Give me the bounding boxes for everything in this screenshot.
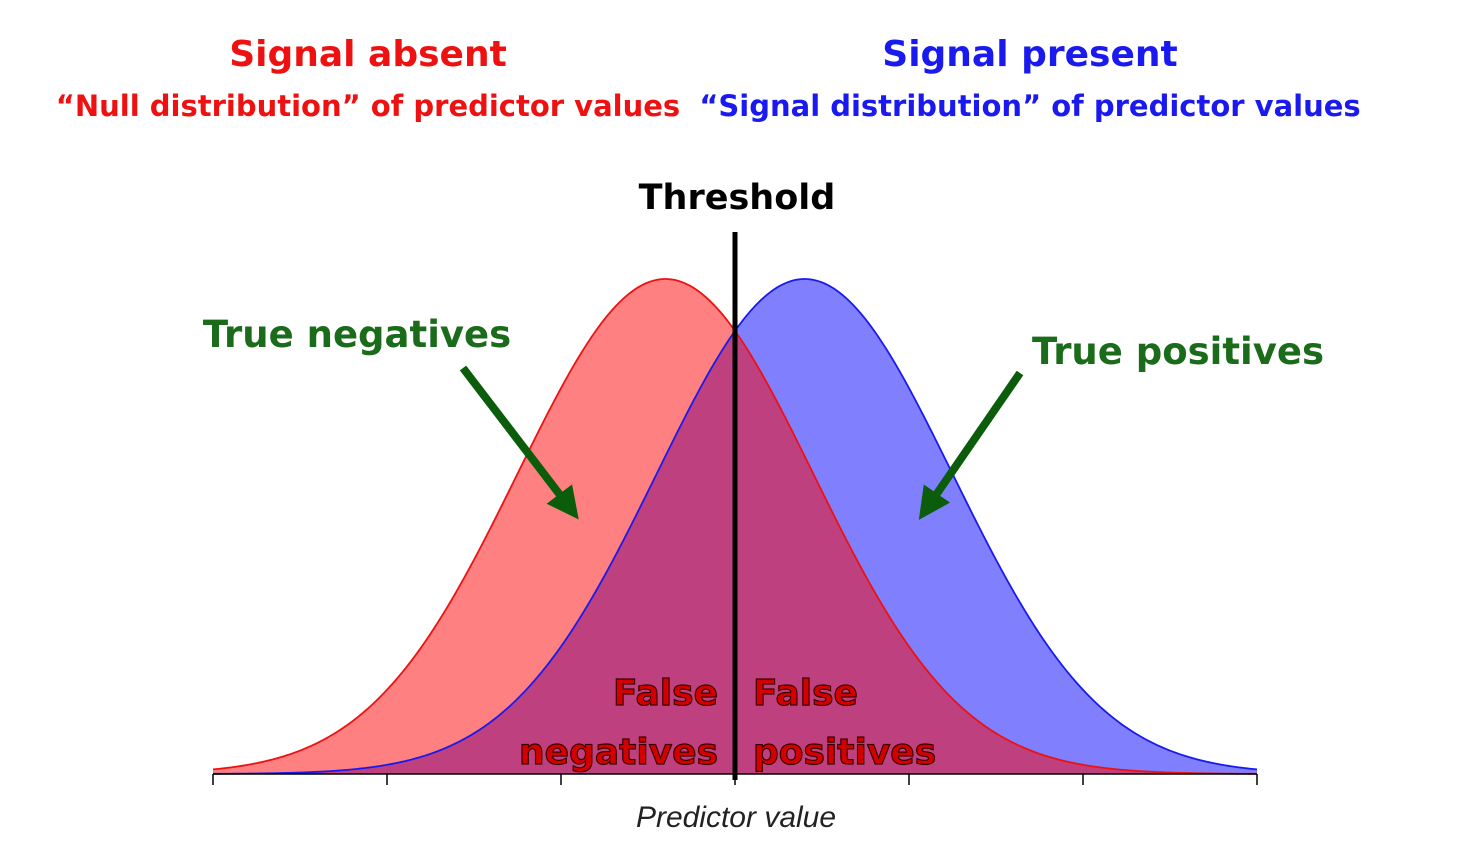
false-negatives-label-line1: False — [613, 673, 718, 714]
x-axis-label: Predictor value — [636, 801, 836, 834]
signal-present-title: Signal present — [882, 34, 1177, 75]
threshold-label: Threshold — [639, 178, 836, 218]
false-positives-label-line1: False — [753, 673, 858, 714]
signal-distribution-subtitle: “Signal distribution” of predictor value… — [699, 89, 1360, 123]
null-distribution-subtitle: “Null distribution” of predictor values — [56, 89, 680, 123]
true-negatives-label: True negatives — [203, 313, 511, 356]
false-negatives-label-line2: negatives — [519, 732, 718, 773]
signal-absent-title: Signal absent — [229, 34, 507, 75]
false-positives-label-line2: positives — [753, 732, 936, 773]
true-positives-label: True positives — [1032, 330, 1324, 373]
true-negatives-arrow — [459, 365, 579, 520]
true-positives-arrow — [918, 370, 1024, 520]
